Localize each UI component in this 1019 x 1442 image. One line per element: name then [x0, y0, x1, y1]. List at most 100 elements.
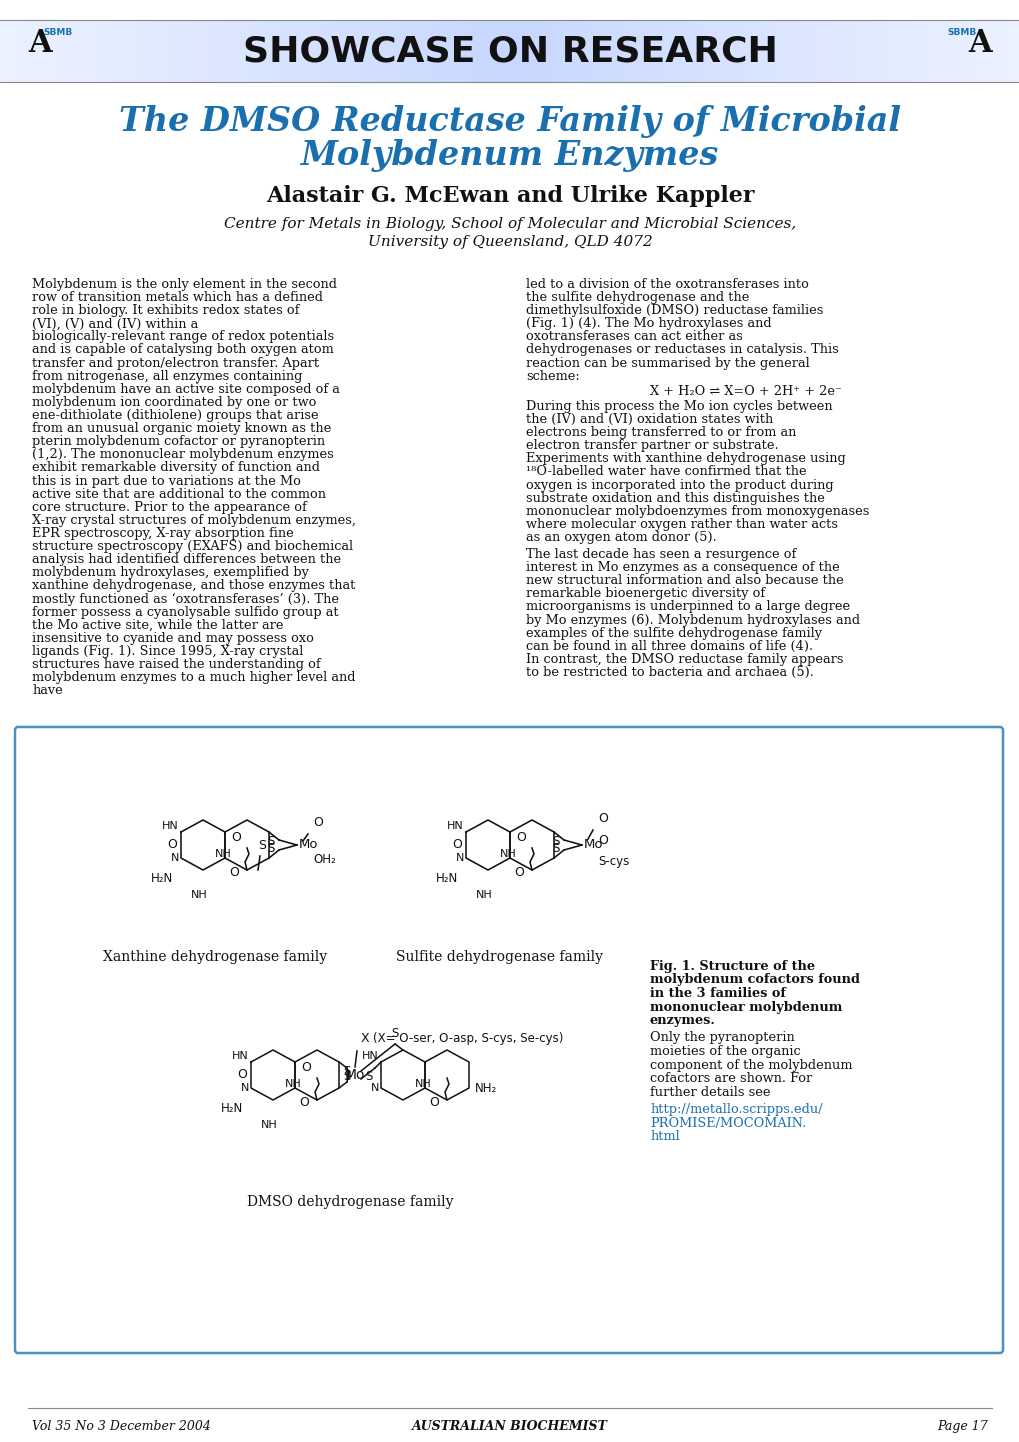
Text: Xanthine dehydrogenase family: Xanthine dehydrogenase family [103, 950, 327, 965]
Text: as an oxygen atom donor (5).: as an oxygen atom donor (5). [526, 531, 716, 544]
Bar [948, 20, 954, 82]
Bar [433, 20, 439, 82]
Bar [764, 20, 770, 82]
Bar [5, 20, 11, 82]
Bar [459, 20, 465, 82]
Bar [280, 20, 286, 82]
Text: AUSTRALIAN BIOCHEMIST: AUSTRALIAN BIOCHEMIST [412, 1420, 607, 1433]
Bar [790, 20, 796, 82]
Text: S: S [267, 842, 275, 855]
Text: H₂N: H₂N [220, 1102, 243, 1115]
Text: ¹⁸O-labelled water have confirmed that the: ¹⁸O-labelled water have confirmed that t… [526, 466, 806, 479]
Text: S: S [552, 835, 559, 848]
Bar [87, 20, 93, 82]
Text: S: S [343, 1070, 351, 1083]
Text: HN: HN [446, 820, 464, 831]
Bar [102, 20, 108, 82]
Bar [688, 20, 694, 82]
Text: S: S [343, 1066, 351, 1079]
Bar [438, 20, 444, 82]
Text: The DMSO Reductase Family of Microbial: The DMSO Reductase Family of Microbial [119, 105, 900, 138]
Bar [321, 20, 327, 82]
Bar [994, 20, 1000, 82]
Text: O: O [299, 1096, 309, 1109]
Bar [296, 20, 302, 82]
Bar [937, 20, 944, 82]
Text: (VI), (V) and (IV) within a: (VI), (V) and (IV) within a [32, 317, 198, 330]
Bar [881, 20, 888, 82]
Bar [71, 20, 77, 82]
Bar [963, 20, 969, 82]
Bar [744, 20, 750, 82]
Bar [525, 20, 531, 82]
Text: cofactors are shown. For: cofactors are shown. For [649, 1071, 811, 1084]
Bar [581, 20, 587, 82]
Text: mononuclear molybdoenzymes from monoxygenases: mononuclear molybdoenzymes from monoxyge… [526, 505, 868, 518]
Text: O: O [301, 1061, 311, 1074]
Bar [545, 20, 551, 82]
Text: Centre for Metals in Biology, School of Molecular and Microbial Sciences,: Centre for Metals in Biology, School of … [223, 216, 796, 231]
Bar [927, 20, 933, 82]
Bar [1004, 20, 1010, 82]
Bar [703, 20, 709, 82]
Text: Mo: Mo [584, 838, 603, 851]
Bar [255, 20, 261, 82]
Bar [153, 20, 159, 82]
Bar [988, 20, 995, 82]
Bar [560, 20, 567, 82]
Text: N: N [240, 1083, 249, 1093]
Bar [632, 20, 638, 82]
Bar [214, 20, 220, 82]
Text: ligands (Fig. 1). Since 1995, X-ray crystal: ligands (Fig. 1). Since 1995, X-ray crys… [32, 645, 303, 658]
Text: Experiments with xanthine dehydrogenase using: Experiments with xanthine dehydrogenase … [526, 453, 845, 466]
Text: Mo: Mo [344, 1069, 365, 1082]
Text: SHOWCASE ON RESEARCH: SHOWCASE ON RESEARCH [243, 35, 776, 69]
Bar [51, 20, 57, 82]
FancyBboxPatch shape [15, 727, 1002, 1353]
Bar [377, 20, 383, 82]
Text: component of the molybdenum: component of the molybdenum [649, 1058, 852, 1071]
Bar [494, 20, 500, 82]
Text: O: O [236, 1069, 247, 1082]
Bar [678, 20, 684, 82]
Bar [759, 20, 765, 82]
Bar [866, 20, 872, 82]
Bar [892, 20, 898, 82]
Bar [555, 20, 561, 82]
Text: O: O [516, 831, 526, 844]
Bar [387, 20, 393, 82]
Bar [326, 20, 332, 82]
Bar [341, 20, 347, 82]
Bar [499, 20, 505, 82]
Bar [520, 20, 526, 82]
Text: The last decade has seen a resurgence of: The last decade has seen a resurgence of [526, 548, 796, 561]
Bar [815, 20, 821, 82]
Bar [856, 20, 862, 82]
Bar [729, 20, 735, 82]
Text: PROMISE/MOCOMAIN.: PROMISE/MOCOMAIN. [649, 1116, 805, 1129]
Bar [805, 20, 811, 82]
Bar [428, 20, 434, 82]
Bar [912, 20, 918, 82]
Bar [484, 20, 490, 82]
Bar [535, 20, 541, 82]
Bar [346, 20, 353, 82]
Bar [66, 20, 72, 82]
Bar [774, 20, 781, 82]
Text: NH: NH [499, 849, 516, 859]
Text: During this process the Mo ion cycles between: During this process the Mo ion cycles be… [526, 399, 832, 412]
Text: HN: HN [362, 1051, 379, 1061]
Text: electrons being transferred to or from an: electrons being transferred to or from a… [526, 425, 796, 440]
Bar [637, 20, 643, 82]
Text: HN: HN [162, 820, 178, 831]
Bar [861, 20, 867, 82]
Bar [627, 20, 633, 82]
Bar [1009, 20, 1015, 82]
Bar [601, 20, 607, 82]
Text: DMSO dehydrogenase family: DMSO dehydrogenase family [247, 1195, 452, 1208]
Text: analysis had identified differences between the: analysis had identified differences betw… [32, 554, 340, 567]
Bar [830, 20, 837, 82]
Bar [576, 20, 582, 82]
Text: S: S [552, 842, 559, 855]
Bar [189, 20, 195, 82]
